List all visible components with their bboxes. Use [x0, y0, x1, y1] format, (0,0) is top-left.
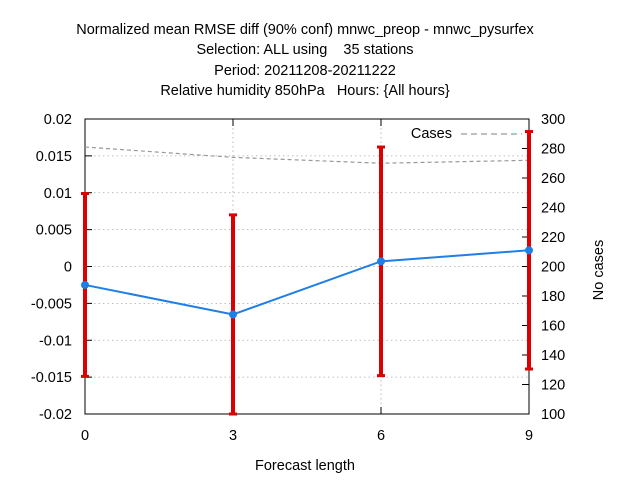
y2-tick-label: 200: [541, 260, 565, 276]
y2-tick-label: 160: [541, 319, 565, 335]
series-line-cases: [84, 146, 530, 164]
data-point: [229, 310, 237, 319]
x-tick-label: 6: [377, 428, 385, 444]
y-tick-label: 0.02: [44, 112, 72, 128]
y2-tick-label: 300: [541, 112, 565, 128]
x-tick-label: 9: [525, 428, 533, 444]
data-point: [525, 246, 533, 255]
chart-title: Normalized mean RMSE diff (90% conf) mnw…: [76, 22, 534, 99]
title-line-2: Selection: ALL using 35 stations: [196, 42, 413, 58]
title-line-3: Period: 20211208-20211222: [214, 63, 396, 79]
y2-tick-label: 100: [541, 407, 565, 423]
x-tick-label: 0: [81, 428, 89, 444]
y2-tick-label: 120: [541, 378, 565, 394]
x-tick-label: 3: [229, 428, 237, 444]
title-line-1: Normalized mean RMSE diff (90% conf) mnw…: [76, 22, 534, 38]
data-point: [377, 257, 385, 266]
series-layer: [81, 130, 533, 416]
y-tick-label: 0: [64, 260, 72, 276]
y-tick-label: -0.005: [31, 296, 72, 312]
y2-tick-label: 260: [541, 171, 565, 187]
legend-label-cases: Cases: [411, 126, 452, 142]
y2-tick-label: 220: [541, 230, 565, 246]
title-line-4: Relative humidity 850hPa Hours: {All hou…: [160, 83, 450, 99]
y2-tick-label: 280: [541, 142, 565, 158]
y2-tick-label: 180: [541, 289, 565, 305]
y-tick-label: -0.01: [39, 333, 72, 349]
y-tick-label: 0.015: [36, 149, 72, 165]
data-point: [81, 280, 89, 289]
y2-tick-label: 140: [541, 348, 565, 364]
axis-ticks: -0.02 -0.015 -0.01 -0.005 0 0.005 0.01 0.015 0.0…: [31, 112, 565, 444]
y2-axis-label: No cases: [591, 240, 607, 300]
y-tick-label: -0.02: [39, 407, 72, 423]
series-line-main: [84, 249, 530, 316]
y-tick-label: 0.005: [36, 223, 72, 239]
y-tick-label: 0.01: [44, 186, 72, 202]
y2-tick-label: 240: [541, 201, 565, 217]
x-axis-label: Forecast length: [255, 458, 355, 474]
y-tick-label: -0.015: [31, 370, 72, 386]
grid: [85, 119, 529, 414]
legend: Cases: [411, 126, 522, 142]
